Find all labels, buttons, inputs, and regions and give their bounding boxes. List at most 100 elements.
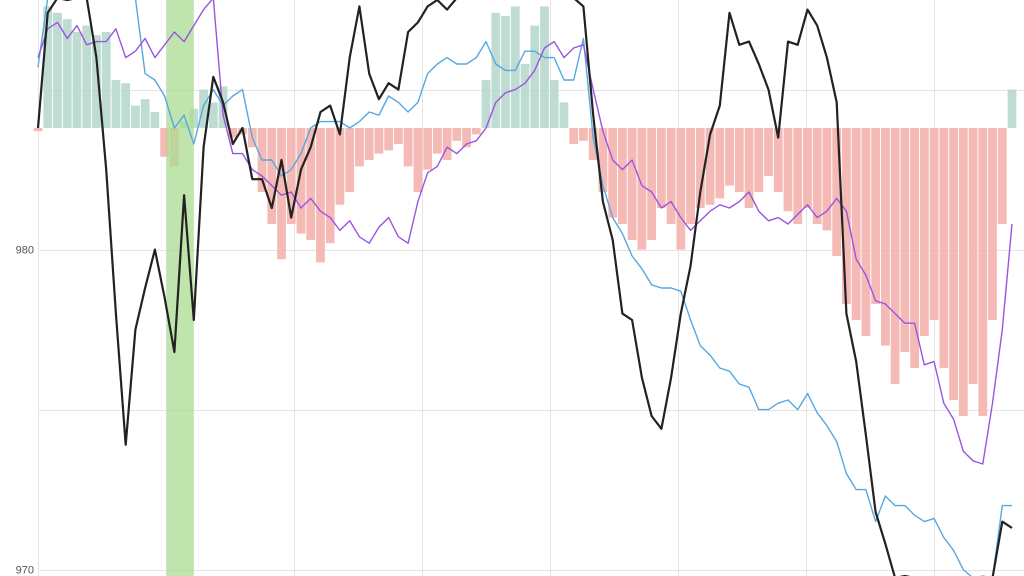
histogram-bar (656, 128, 666, 208)
histogram-bar (501, 16, 510, 128)
histogram-bar (559, 102, 569, 128)
histogram-bar (803, 128, 812, 208)
histogram-bar (725, 128, 734, 186)
histogram-bar (530, 25, 540, 129)
histogram-bar (491, 12, 501, 128)
histogram-bar (267, 128, 277, 224)
histogram-bar (442, 128, 452, 160)
histogram-bar (306, 128, 316, 240)
histogram-bar (754, 128, 764, 192)
histogram-bar (325, 128, 335, 244)
histogram-bar (871, 128, 881, 304)
histogram-bar (82, 25, 92, 129)
histogram-bar (783, 128, 793, 212)
histogram-bar (316, 128, 325, 263)
histogram-bar (900, 128, 910, 352)
histogram-bar (793, 128, 803, 224)
histogram-bar (988, 128, 997, 320)
histogram-bar (462, 128, 471, 148)
histogram-bar (812, 128, 822, 224)
histogram-bar (413, 128, 423, 192)
histogram-bar (355, 128, 364, 167)
histogram-bar (910, 128, 919, 368)
purple-series-line (37, 0, 1013, 465)
histogram-bar (647, 128, 657, 240)
histogram-bar (33, 128, 43, 132)
histogram-bar (286, 128, 296, 224)
histogram-bar (939, 128, 949, 368)
histogram-bar (715, 128, 725, 199)
histogram-bar (666, 128, 676, 224)
histogram-bar (208, 102, 218, 128)
histogram-bar (881, 128, 890, 346)
histogram-bar (919, 128, 929, 336)
histogram-bar (676, 128, 686, 250)
histogram-bar (53, 12, 62, 128)
histogram-bar (92, 35, 101, 129)
histogram-bar (695, 128, 705, 208)
histogram-bar (549, 80, 559, 128)
histogram-bar (121, 83, 131, 128)
histogram-bar (384, 128, 394, 151)
histogram-bar (598, 128, 608, 192)
histogram-bar (199, 89, 208, 128)
histogram-bar (394, 128, 403, 144)
histogram-bar (101, 32, 111, 128)
histogram-bar (968, 128, 978, 384)
histogram-bar (364, 128, 374, 160)
histogram-bar (851, 128, 861, 320)
highlight-band (166, 0, 194, 576)
histogram-bar (432, 128, 442, 154)
histogram-bar (929, 128, 939, 320)
histogram-bar (579, 128, 588, 141)
histogram-bar (345, 128, 355, 192)
y-tick-label-970: 970 (16, 565, 34, 576)
histogram-bar (510, 6, 520, 128)
histogram-bar (150, 112, 160, 128)
histogram-bar (140, 99, 150, 128)
histogram-bar (618, 128, 627, 224)
histogram-bar (1007, 89, 1017, 128)
histogram-bar (773, 128, 783, 192)
histogram-bar (111, 80, 121, 128)
histogram-bar (627, 128, 637, 240)
highlight-band-rect (166, 0, 194, 576)
histogram-bar (43, 6, 53, 128)
histogram-bar (160, 128, 170, 157)
series-lines (36, 0, 1013, 576)
histogram-bar (764, 128, 773, 176)
y-tick-label-980: 980 (16, 245, 34, 257)
black-series-line (36, 0, 1013, 576)
histogram-bar (540, 6, 549, 128)
histogram-bar (481, 80, 491, 128)
histogram-bar (228, 128, 238, 138)
histogram-bar (62, 19, 72, 129)
histogram-bar (588, 128, 598, 160)
histogram-bar (949, 128, 958, 400)
histogram-bar (686, 128, 695, 224)
histogram-bar (403, 128, 413, 167)
histogram-bar (822, 128, 832, 231)
histogram-bar (890, 128, 900, 384)
histogram-bar (734, 128, 744, 192)
histogram-bar (744, 128, 754, 208)
histogram-bar (832, 128, 842, 256)
histogram-bar (296, 128, 306, 234)
histogram-bar (520, 64, 530, 128)
histogram-bar (997, 128, 1007, 224)
blue-series-line (37, 0, 1012, 576)
histogram-bar (705, 128, 715, 205)
histogram-bar (452, 128, 462, 141)
histogram-bar (72, 32, 82, 128)
histogram-bar (608, 128, 618, 218)
histogram-bars (33, 6, 1017, 416)
histogram-bar (277, 128, 286, 260)
histogram-bar (189, 108, 199, 128)
histogram-bar (637, 128, 647, 250)
histogram-bar (842, 128, 851, 304)
y-axis-tick-labels: 970 980 (16, 245, 34, 576)
histogram-bar (978, 128, 988, 416)
histogram-bar (471, 128, 481, 135)
histogram-bar (131, 105, 140, 128)
